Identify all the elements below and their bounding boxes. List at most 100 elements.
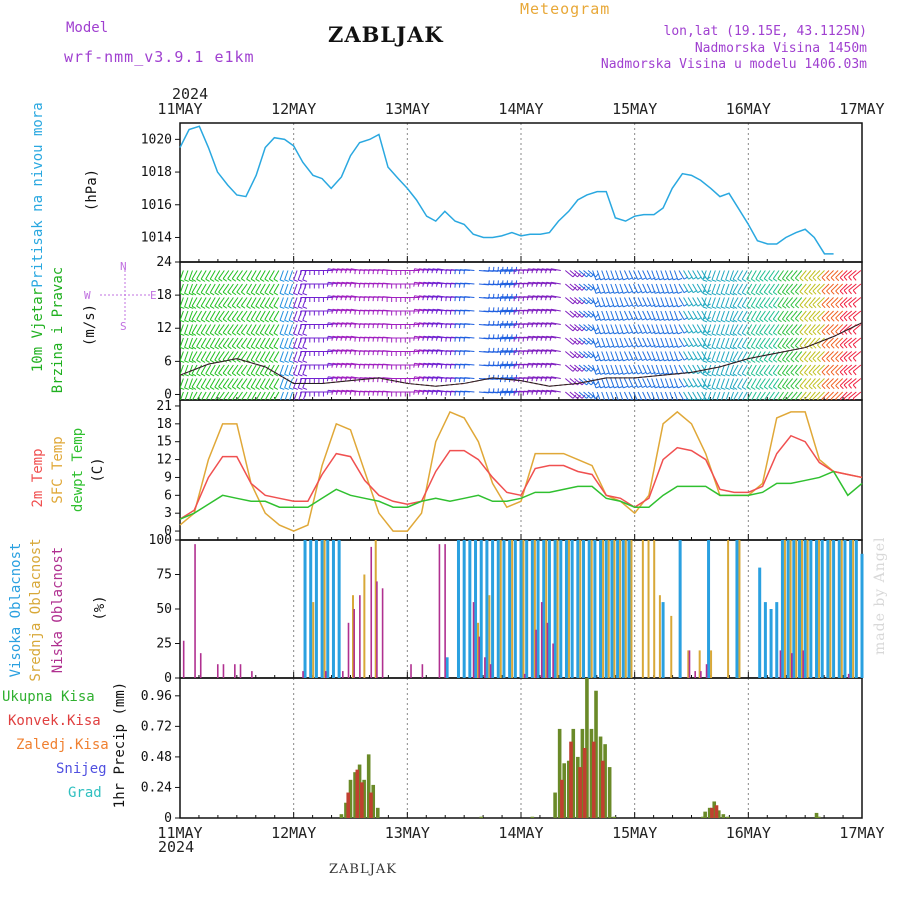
wind-barb-flag xyxy=(711,333,717,336)
wind-barb xyxy=(711,391,716,400)
wind-barb-flag xyxy=(577,340,581,345)
wind-barb xyxy=(574,391,583,399)
wind-barb-flag xyxy=(180,292,185,296)
wind-barb xyxy=(720,378,725,389)
wind-barb xyxy=(268,351,275,361)
wind-barb-flag xyxy=(843,317,848,322)
wind-barb-flag xyxy=(826,317,831,322)
wind-barb-flag xyxy=(732,292,738,296)
precip-bar xyxy=(357,764,362,818)
wind-barb xyxy=(550,322,561,325)
wind-barb xyxy=(205,351,212,361)
wind-barb xyxy=(642,297,648,307)
wind-barb xyxy=(196,310,203,320)
wind-barb xyxy=(664,364,670,375)
wind-barb-flag xyxy=(664,304,669,308)
wind-barb-flag xyxy=(751,359,756,363)
cloud-bar xyxy=(474,540,478,678)
wind-barb-flag xyxy=(623,318,628,321)
wind-barb xyxy=(273,351,280,361)
wind-barb-flag xyxy=(284,319,289,323)
wind-barb-flag xyxy=(184,373,189,377)
wind-barb xyxy=(741,283,748,293)
wind-barb-flag xyxy=(808,304,813,309)
wind-barb-flag xyxy=(795,318,800,322)
wind-barb-flag xyxy=(623,358,628,362)
wind-barb xyxy=(839,283,848,292)
wind-barb-flag xyxy=(768,359,773,363)
wind-barb-flag xyxy=(664,318,669,321)
wind-barb xyxy=(184,378,189,389)
wind-barb xyxy=(706,337,712,348)
wind-barb-flag xyxy=(746,305,751,309)
wind-barb-flag xyxy=(269,359,274,363)
wind-barb-flag xyxy=(716,373,721,377)
wind-barb xyxy=(683,391,689,400)
wind-barb xyxy=(227,310,234,320)
wind-barb xyxy=(464,336,475,339)
wind-barb xyxy=(565,283,574,291)
wind-barb-flag xyxy=(751,319,756,323)
wind-barb-flag xyxy=(763,386,769,390)
wind-barb-flag xyxy=(431,336,434,341)
wind-barb-flag xyxy=(531,295,534,301)
wind-barb xyxy=(755,337,762,347)
wind-barb-flag xyxy=(431,390,434,395)
wind-barb-flag xyxy=(843,276,848,281)
wind-barb-flag xyxy=(331,376,334,382)
wind-barb-flag xyxy=(205,373,210,377)
wind-barb xyxy=(250,378,257,388)
wind-barb-flag xyxy=(654,385,660,389)
wind-barb xyxy=(725,378,730,389)
wind-barb xyxy=(550,389,561,393)
wind-barb xyxy=(817,297,825,305)
wind-barb-flag xyxy=(659,304,665,308)
wind-barb xyxy=(711,310,716,321)
wind-barb-flag xyxy=(526,322,529,328)
wind-barb xyxy=(214,378,221,388)
wind-barb-flag xyxy=(545,295,547,301)
wind-barb-flag xyxy=(545,376,547,382)
wind-barb-flag xyxy=(422,376,425,382)
wind-barb-flag xyxy=(192,401,196,403)
wind-barb-flag xyxy=(600,277,605,281)
wind-barb xyxy=(236,324,243,333)
wind-barb xyxy=(205,378,212,388)
wind-barb-flag xyxy=(294,401,298,403)
pressure-y-tick-label: 1014 xyxy=(141,230,172,245)
wind-barb-flag xyxy=(835,398,838,400)
wind-barb-flag xyxy=(417,390,420,395)
wind-barb xyxy=(716,324,721,335)
wind-barb xyxy=(821,378,830,386)
wind-barb xyxy=(341,389,352,393)
wind-barb xyxy=(284,364,289,375)
wind-barb xyxy=(720,310,725,321)
cloud-bar xyxy=(707,540,711,678)
cloud-bar xyxy=(647,540,650,678)
wind-barb-flag xyxy=(549,390,552,395)
wind-barb xyxy=(418,295,430,298)
wind-barb xyxy=(808,351,816,360)
wind-barb xyxy=(687,270,694,280)
wind-barb xyxy=(541,376,552,379)
cloud-bar xyxy=(309,540,313,678)
wind-barb xyxy=(737,364,744,374)
wind-barb-flag xyxy=(222,318,228,323)
cloud-bar xyxy=(779,650,782,678)
wind-barb-flag xyxy=(737,305,742,309)
wind-barb-flag xyxy=(422,322,425,328)
wind-barb-flag xyxy=(288,279,294,282)
wind-barb xyxy=(696,364,703,374)
wind-barb xyxy=(808,324,816,333)
wind-barb-flag xyxy=(545,309,547,314)
wind-barb xyxy=(741,270,748,280)
cloud-bar xyxy=(352,595,354,678)
x-label-bottom: 12MAY xyxy=(271,824,316,842)
wind-barb xyxy=(341,295,352,298)
x-label-bottom: 11MAY xyxy=(157,824,202,842)
wind-barb-flag xyxy=(835,277,840,282)
wind-barb xyxy=(227,324,234,333)
x-label-bottom: 15MAY xyxy=(612,824,657,842)
wind-barb xyxy=(264,283,271,293)
